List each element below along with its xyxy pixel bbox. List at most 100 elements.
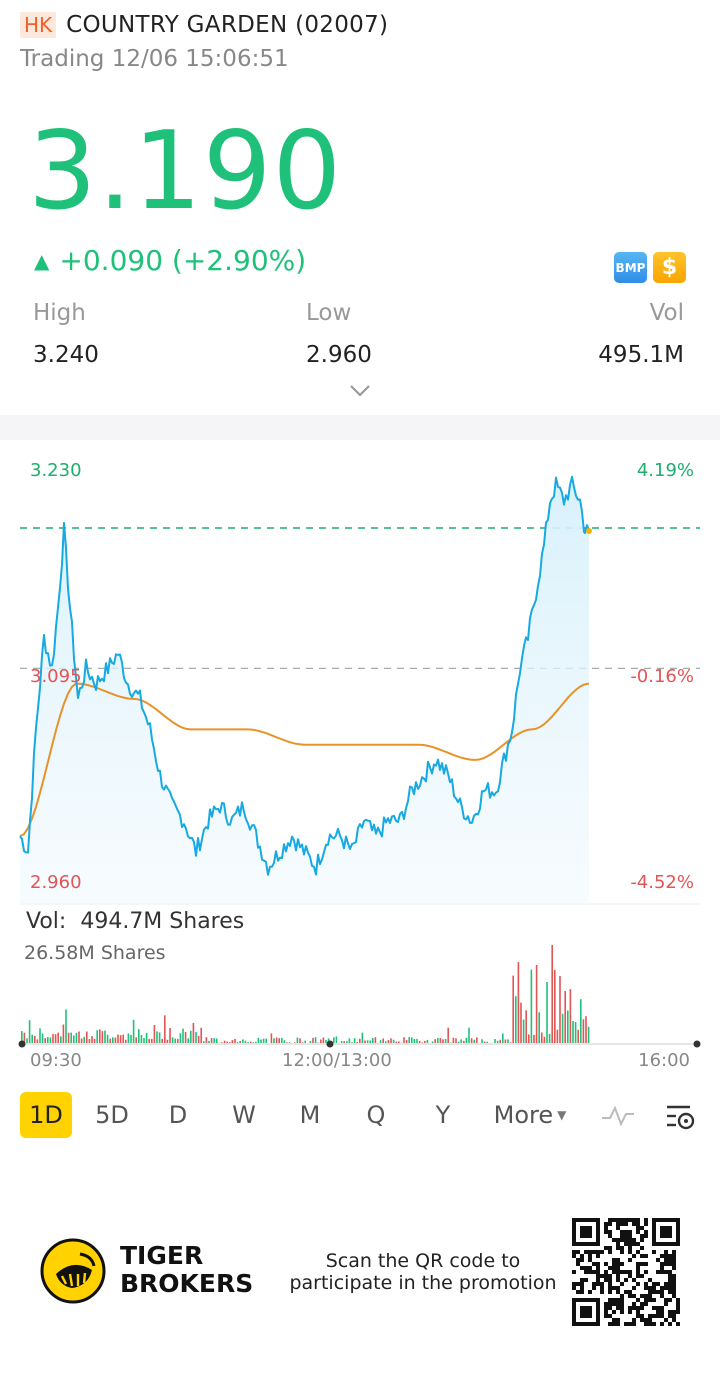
volume-bar	[548, 1033, 551, 1043]
volume-bar	[418, 1040, 421, 1043]
volume-bar	[460, 1039, 462, 1043]
volume-bar	[431, 1041, 434, 1043]
volume-bar	[374, 1037, 377, 1043]
chart-settings-icon[interactable]	[664, 1102, 698, 1132]
volume-bar	[262, 1038, 265, 1043]
intraday-chart[interactable]	[0, 0, 720, 1160]
tab-quarter[interactable]: Q	[366, 1101, 386, 1129]
volume-bar	[439, 1038, 442, 1043]
volume-bar	[309, 1040, 312, 1043]
volume-max: 26.58M Shares	[24, 942, 166, 964]
volume-bar	[473, 1039, 475, 1043]
volume-bar	[567, 1010, 569, 1043]
volume-bar	[62, 1024, 65, 1043]
quote-header: HK COUNTRY GARDEN (02007) Trading 12/06 …	[0, 0, 720, 415]
low-value: 2.960	[306, 342, 372, 368]
volume-bar	[190, 1030, 192, 1043]
volume-bar	[203, 1041, 205, 1043]
volume-label: Vol:	[26, 909, 67, 934]
volume-bar	[161, 1038, 163, 1043]
tab-5d[interactable]: 5D	[95, 1101, 129, 1129]
volume-bar	[44, 1038, 46, 1043]
x-label-close: 16:00	[638, 1050, 690, 1071]
volume-bar	[452, 1037, 455, 1043]
volume-bar	[231, 1040, 234, 1043]
volume-bar	[70, 1032, 72, 1043]
average-line	[19, 682, 590, 838]
last-price-dot	[586, 528, 592, 535]
volume-bar	[153, 1025, 156, 1043]
volume-bar	[78, 1031, 80, 1043]
volume-bar	[52, 1034, 54, 1043]
volume-bar	[83, 1036, 85, 1043]
volume-bar	[486, 1041, 488, 1043]
volume-value: 494.7M Shares	[80, 909, 245, 934]
volume-bar	[442, 1039, 444, 1043]
brand-line-2: BROKERS	[120, 1269, 254, 1298]
volume-bar	[468, 1027, 470, 1043]
volume-bar	[252, 1042, 254, 1043]
price-change: ▲ +0.090 (+2.90%)	[34, 244, 306, 277]
dollar-icon[interactable]: $	[653, 252, 686, 283]
volume-bar	[517, 962, 520, 1043]
volume-bar	[405, 1040, 408, 1043]
volume-bar	[483, 1041, 486, 1043]
qr-code[interactable]	[572, 1218, 680, 1326]
volume-bar	[543, 1036, 546, 1043]
tab-1d[interactable]: 1D	[20, 1092, 72, 1138]
volume-summary: Vol: 494.7M Shares	[26, 909, 244, 934]
volume-bar	[182, 1028, 184, 1043]
volume-bar	[21, 1031, 23, 1043]
volume-bar	[286, 1042, 288, 1043]
badges: BMP $	[614, 252, 686, 283]
bmp-icon[interactable]: BMP	[614, 252, 647, 283]
volume-bar	[416, 1038, 418, 1043]
tab-month[interactable]: M	[299, 1101, 321, 1129]
volume-bar	[138, 1029, 140, 1043]
tab-more[interactable]: More ▼	[488, 1092, 572, 1138]
volume-bar	[166, 1039, 169, 1043]
volume-bar	[91, 1036, 93, 1043]
volume-bar	[296, 1037, 299, 1043]
volume-bar	[444, 1038, 447, 1043]
volume-bar	[465, 1037, 468, 1043]
volume-bar	[356, 1041, 358, 1043]
y-pct-mid: -0.16%	[630, 666, 694, 687]
y-label-low: 2.960	[30, 872, 82, 893]
volume-bar	[554, 969, 556, 1043]
volume-bar	[304, 1040, 306, 1043]
volume-bar	[229, 1042, 231, 1043]
volume-bar	[499, 1039, 501, 1043]
chevron-down-icon[interactable]	[349, 384, 371, 398]
y-pct-low: -4.52%	[630, 872, 694, 893]
more-label: More	[493, 1101, 554, 1129]
volume-bar	[572, 1020, 574, 1043]
volume-bar	[361, 1032, 364, 1043]
volume-bar	[437, 1037, 439, 1043]
volume-bar	[132, 1019, 135, 1043]
volume-bar	[320, 1039, 322, 1043]
volume-bar	[299, 1038, 301, 1043]
volume-bar	[104, 1030, 106, 1043]
title-row: HK COUNTRY GARDEN (02007)	[20, 12, 388, 38]
brand-name: TIGER BROKERS	[120, 1242, 253, 1298]
volume-bar	[507, 1039, 509, 1043]
volume-bar	[148, 1038, 150, 1043]
volume-bar	[60, 1036, 62, 1043]
price-line	[19, 475, 590, 876]
volume-bar	[239, 1041, 241, 1043]
tab-year[interactable]: Y	[435, 1101, 451, 1129]
indicator-icon[interactable]	[600, 1104, 636, 1128]
volume-bar	[273, 1038, 275, 1043]
volume-bar	[28, 1020, 31, 1043]
change-value: +0.090 (+2.90%)	[59, 244, 307, 277]
vol-value: 495.1M	[598, 342, 684, 368]
volume-bar	[57, 1032, 59, 1043]
volume-bar	[23, 1032, 26, 1043]
tab-week[interactable]: W	[232, 1101, 256, 1129]
tab-day[interactable]: D	[168, 1101, 188, 1129]
volume-bar	[80, 1038, 83, 1043]
volume-bar	[223, 1040, 226, 1043]
brand-line-1: TIGER	[120, 1241, 204, 1270]
tiger-logo-icon	[40, 1238, 106, 1304]
